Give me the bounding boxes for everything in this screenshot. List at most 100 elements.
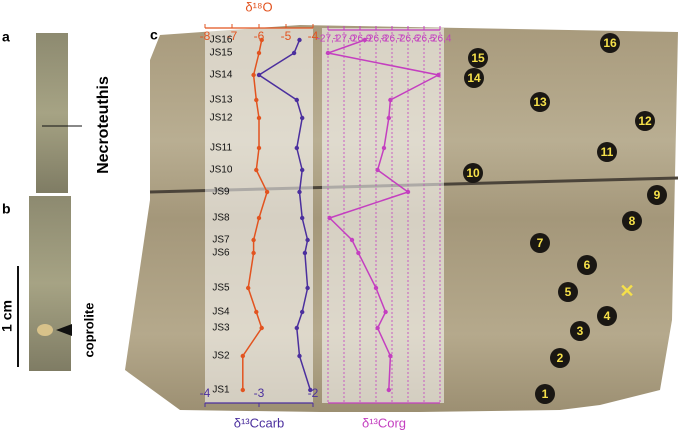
tick-label: -4 [200, 386, 211, 400]
point [300, 115, 305, 121]
point [386, 115, 391, 121]
burrow [530, 233, 550, 253]
tick-label: -26,8 [365, 34, 388, 45]
point [294, 145, 299, 151]
point [325, 50, 331, 56]
core-b [29, 196, 71, 371]
point [297, 353, 302, 359]
panel-label: b [2, 201, 11, 217]
sample-label: JS13 [210, 95, 233, 106]
tick-label: -26,7 [381, 34, 404, 45]
point [436, 72, 441, 78]
point [373, 285, 379, 291]
tick-label: -6 [254, 29, 265, 43]
coprolite-spot [37, 324, 53, 336]
point [251, 72, 256, 78]
sample-label: JS3 [212, 323, 230, 334]
burrow-label: 5 [565, 285, 572, 299]
point [254, 97, 259, 103]
burrow-label: 16 [603, 36, 617, 50]
point [259, 325, 264, 331]
burrow [600, 33, 620, 53]
point [305, 285, 310, 291]
tick-label: -26,5 [413, 34, 436, 45]
point [240, 353, 245, 359]
sample-label: JS16 [210, 35, 233, 46]
tick-label: -4 [308, 29, 319, 43]
point [386, 387, 391, 393]
tick-label: -5 [281, 29, 292, 43]
point [327, 215, 332, 221]
sample-label: JS4 [212, 307, 230, 318]
burrow [597, 306, 617, 326]
point [300, 167, 305, 173]
tick-label: -27,1 [317, 34, 340, 45]
burrow-label: 10 [466, 166, 480, 180]
burrow-label: 15 [471, 51, 485, 65]
sample-label: JS9 [212, 187, 230, 198]
burrow-label: 11 [601, 145, 614, 159]
scale-label: 1 cm [0, 300, 15, 332]
point [356, 250, 361, 256]
plots: -8 -7 -6 -5 -4 -4 -3 -2 δ¹⁸O δ¹³Ccarb JS16 JS15 JS14… [200, 0, 452, 430]
point [305, 237, 310, 243]
point [300, 215, 305, 221]
sample-label: JS10 [210, 165, 233, 176]
tick-label: -8 [200, 29, 211, 43]
coprolite-label: coprolite [81, 303, 96, 358]
point [383, 309, 388, 315]
point [256, 50, 262, 56]
burrow [468, 48, 488, 68]
axis-title: δ¹³Corg [362, 415, 406, 430]
burrow [577, 255, 597, 275]
burrow [535, 384, 555, 404]
point [240, 387, 245, 393]
burrow [635, 111, 655, 131]
burrow-label: 8 [629, 214, 636, 228]
burrow [463, 163, 483, 183]
point [297, 189, 302, 195]
burrow-cross: ✕ [619, 281, 634, 301]
point [254, 309, 259, 315]
sample-label: JS7 [212, 235, 230, 246]
point [297, 37, 302, 43]
point [256, 115, 262, 121]
sample-label: JS15 [210, 48, 233, 59]
series-line [325, 39, 441, 391]
burrow-label: 6 [584, 258, 591, 272]
burrow [597, 142, 617, 162]
sample-label: JS12 [210, 113, 233, 124]
point [302, 250, 308, 256]
point [349, 237, 355, 243]
burrow-label: 13 [533, 95, 547, 109]
point [251, 237, 256, 243]
series-line [257, 39, 312, 391]
point [256, 72, 262, 78]
tick-label: -3 [254, 386, 265, 400]
point [375, 167, 380, 173]
burrow-label: 14 [467, 71, 481, 85]
arrowhead [56, 324, 72, 336]
point [251, 250, 256, 256]
burrow-label: 3 [577, 324, 584, 338]
sample-label: JS1 [212, 385, 230, 396]
point [264, 189, 270, 195]
point [259, 37, 264, 43]
point [254, 167, 259, 173]
burrow-label: 2 [557, 351, 564, 365]
burrow-label: 4 [604, 309, 611, 323]
sample-label: JS2 [212, 351, 230, 362]
plot-backdrop [322, 28, 444, 403]
panel-label: a [2, 29, 10, 45]
burrow [550, 348, 570, 368]
point [405, 189, 411, 195]
point [388, 97, 393, 103]
point [308, 387, 313, 393]
burrow-label: 12 [638, 114, 652, 128]
sample-label: JS14 [210, 70, 233, 81]
point [388, 353, 393, 359]
tick-label: -27,0 [333, 34, 356, 45]
